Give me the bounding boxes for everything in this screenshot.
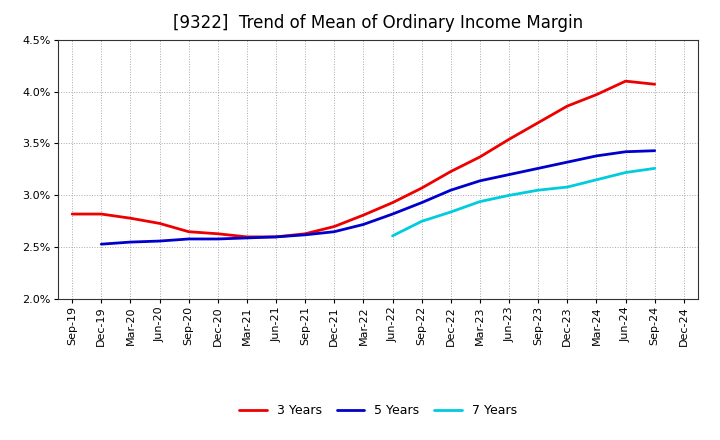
5 Years <box>301 232 310 238</box>
Legend: 3 Years, 5 Years, 7 Years: 3 Years, 5 Years, 7 Years <box>239 404 517 417</box>
5 Years <box>359 222 368 227</box>
7 Years <box>563 184 572 190</box>
3 Years <box>592 92 600 97</box>
5 Years <box>650 148 659 154</box>
5 Years <box>534 166 543 171</box>
3 Years <box>213 231 222 236</box>
7 Years <box>592 177 600 183</box>
5 Years <box>505 172 513 177</box>
5 Years <box>97 242 106 247</box>
7 Years <box>418 219 426 224</box>
5 Years <box>330 229 338 235</box>
7 Years <box>388 233 397 238</box>
7 Years <box>505 193 513 198</box>
5 Years <box>271 234 280 239</box>
7 Years <box>650 166 659 171</box>
3 Years <box>505 137 513 142</box>
5 Years <box>243 235 251 241</box>
3 Years <box>388 200 397 205</box>
3 Years <box>418 185 426 191</box>
3 Years <box>156 221 164 226</box>
3 Years <box>359 213 368 218</box>
3 Years <box>476 154 485 160</box>
3 Years <box>243 234 251 239</box>
3 Years <box>97 211 106 216</box>
3 Years <box>301 231 310 236</box>
3 Years <box>271 234 280 239</box>
7 Years <box>534 187 543 193</box>
5 Years <box>418 200 426 205</box>
3 Years <box>68 211 76 216</box>
3 Years <box>126 216 135 221</box>
5 Years <box>184 236 193 242</box>
3 Years <box>563 103 572 109</box>
3 Years <box>184 229 193 235</box>
3 Years <box>621 78 630 84</box>
3 Years <box>446 169 455 174</box>
7 Years <box>446 209 455 215</box>
3 Years <box>534 120 543 125</box>
5 Years <box>213 236 222 242</box>
7 Years <box>476 199 485 204</box>
3 Years <box>330 224 338 229</box>
Line: 3 Years: 3 Years <box>72 81 654 237</box>
3 Years <box>650 81 659 87</box>
5 Years <box>446 187 455 193</box>
5 Years <box>563 159 572 165</box>
5 Years <box>126 239 135 245</box>
5 Years <box>476 178 485 183</box>
Line: 7 Years: 7 Years <box>392 169 654 236</box>
Line: 5 Years: 5 Years <box>102 151 654 244</box>
7 Years <box>621 170 630 175</box>
5 Years <box>156 238 164 244</box>
5 Years <box>621 149 630 154</box>
5 Years <box>592 153 600 158</box>
Title: [9322]  Trend of Mean of Ordinary Income Margin: [9322] Trend of Mean of Ordinary Income … <box>173 15 583 33</box>
5 Years <box>388 211 397 216</box>
